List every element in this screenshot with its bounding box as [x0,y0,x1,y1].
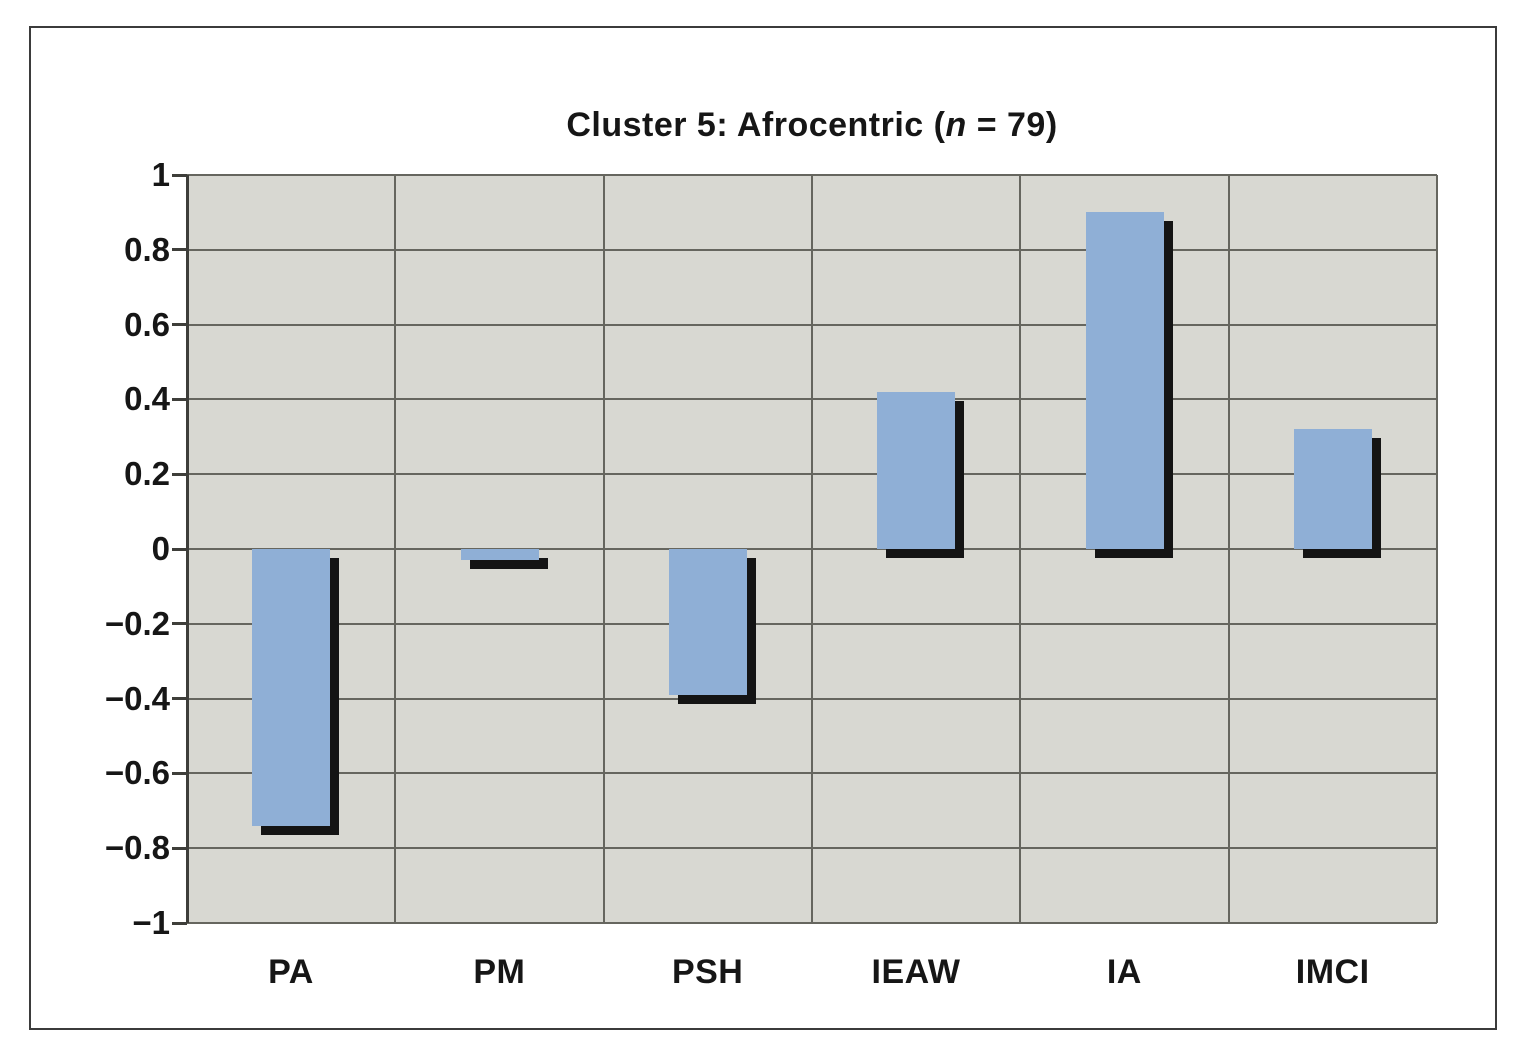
bar-IA [1085,212,1164,549]
gridline-vertical [394,175,397,923]
bar-PM [460,549,539,561]
bar-IMCI [1293,429,1372,549]
plot-area [186,174,1438,924]
gridline-vertical [1019,175,1022,923]
gridline-vertical [811,175,813,923]
gridline-horizontal [187,922,1437,924]
gridline-vertical [602,175,605,923]
chart-title-italic-n: n [945,106,967,144]
chart-title-suffix: = 79) [966,106,1058,144]
chart-title-prefix: Cluster 5: Afrocentric ( [566,106,946,144]
bar-shadow-PM [469,558,548,570]
bar-PA [252,549,331,826]
y-axis-line [186,175,189,923]
bar-PSH [668,549,747,695]
chart-title: Cluster 5: Afrocentric (n = 79) [187,106,1437,145]
gridline-vertical [1227,175,1230,923]
bar-IEAW [877,391,956,549]
gridline-vertical [1436,175,1438,923]
